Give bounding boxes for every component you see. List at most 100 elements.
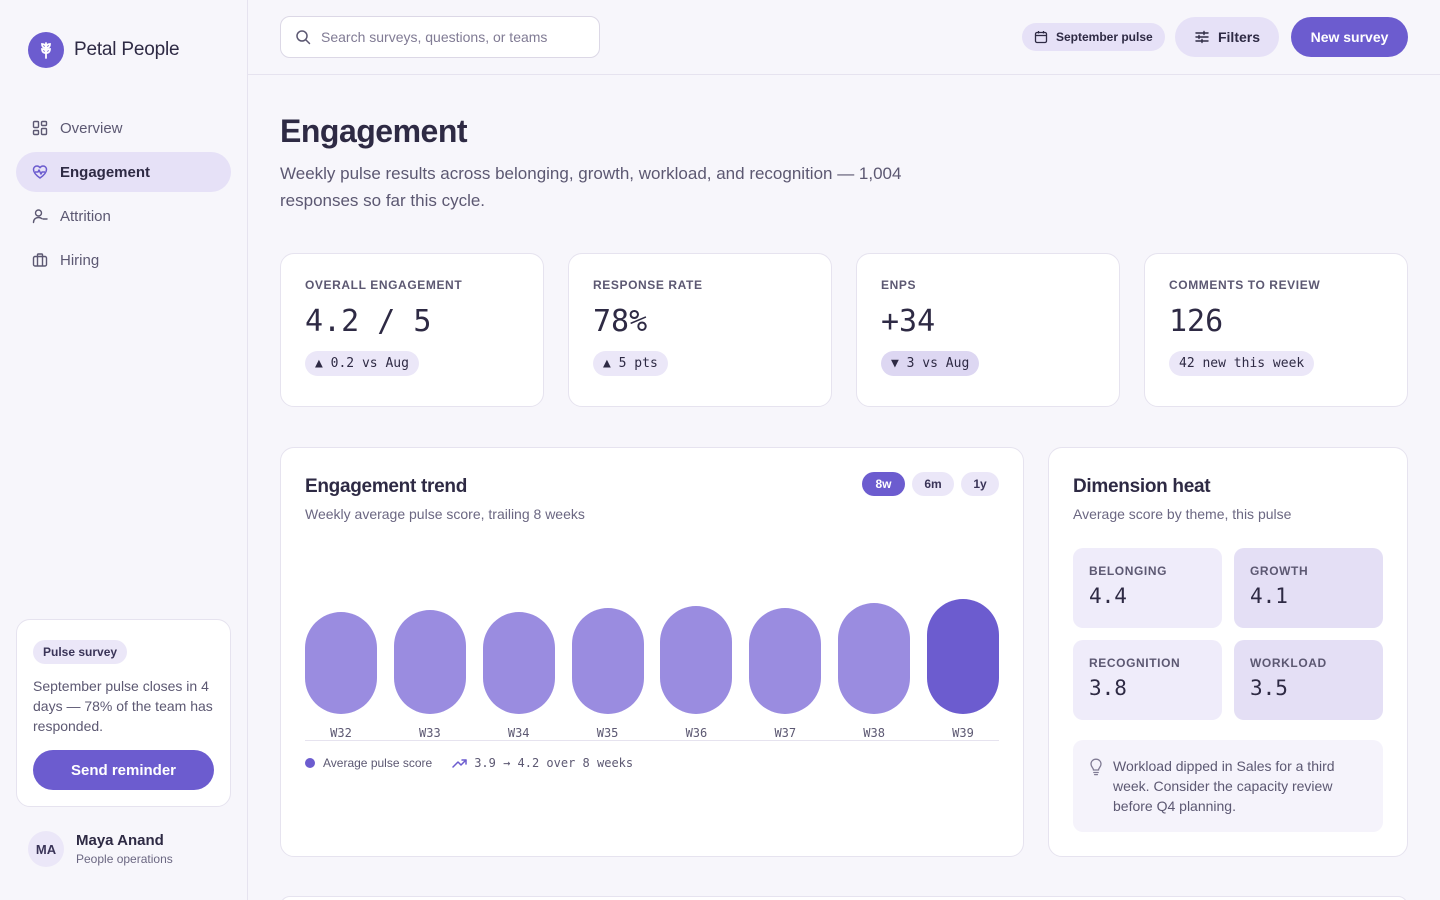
kpi-value: +34 — [881, 304, 936, 339]
brand[interactable]: Petal People — [28, 32, 180, 68]
bar-w36[interactable]: W36 — [660, 578, 733, 740]
topbar: September pulse Filters New survey — [248, 0, 1440, 75]
kpi-card-enps: eNPS +34 ▼ 3 vs Aug — [856, 253, 1120, 407]
pulse-survey-text: September pulse closes in 4 days — 78% o… — [33, 678, 213, 734]
kpi-value: 4.2 / 5 — [305, 304, 432, 339]
heart-pulse-icon — [32, 165, 48, 179]
new-survey-button[interactable]: New survey — [1291, 17, 1408, 57]
period-label: September pulse — [1056, 30, 1153, 44]
bar-w32[interactable]: W32 — [305, 578, 377, 740]
sidebar-nav: Overview Engagement Attrition Hiring — [16, 108, 231, 284]
bar-w39[interactable]: W39 — [927, 578, 999, 740]
kpi-delta: ▲ 0.2 vs Aug — [305, 351, 419, 376]
bar-tick-label: W33 — [419, 726, 441, 740]
heat-label: Belonging — [1089, 564, 1168, 578]
calendar-icon — [1034, 31, 1048, 44]
pulse-survey-tag: Pulse survey — [33, 640, 128, 664]
kpi-card-response-rate: Response rate 78% ▲ 5 pts — [568, 253, 832, 407]
filters-button[interactable]: Filters — [1175, 17, 1279, 57]
sidebar-item-label: Overview — [60, 119, 123, 137]
bar-tick-label: W38 — [863, 726, 885, 740]
search-icon — [296, 30, 311, 45]
insight-text: Workload dipped in Sales for a third wee… — [1113, 758, 1335, 814]
bar-fill — [571, 607, 644, 714]
briefcase-icon — [32, 253, 48, 267]
chart-legend: Average pulse score 3.9 → 4.2 over 8 wee… — [305, 756, 633, 770]
range-6m-button[interactable]: 6m — [912, 472, 954, 496]
heat-label: Workload — [1250, 656, 1327, 670]
kpi-label: Response rate — [593, 278, 703, 292]
bar-fill — [660, 605, 733, 714]
bar-w37[interactable]: W37 — [749, 578, 822, 740]
trend-title: Engagement trend — [305, 476, 467, 497]
kpi-value: 126 — [1169, 304, 1224, 339]
bar-tick-label: W37 — [774, 726, 797, 740]
bar-fill — [927, 598, 999, 714]
user-minus-icon — [32, 209, 48, 224]
sidebar-item-overview[interactable]: Overview — [16, 108, 231, 148]
sidebar: Petal People Overview Engagement Attriti… — [0, 0, 248, 900]
range-1y-button[interactable]: 1y — [961, 472, 999, 496]
chart-baseline — [305, 740, 999, 741]
heat-title: Dimension heat — [1073, 476, 1211, 497]
heat-label: Growth — [1250, 564, 1309, 578]
kpi-delta: 42 new this week — [1169, 351, 1315, 376]
period-selector[interactable]: September pulse — [1022, 23, 1165, 51]
sidebar-item-attrition[interactable]: Attrition — [16, 196, 231, 236]
legend-swatch — [305, 758, 315, 768]
range-8w-button[interactable]: 8w — [862, 472, 905, 496]
trend-summary-text: 3.9 → 4.2 over 8 weeks — [474, 756, 634, 770]
send-reminder-button[interactable]: Send reminder — [33, 750, 214, 790]
heat-value: 3.5 — [1250, 676, 1288, 700]
heat-cell-growth[interactable]: Growth 4.1 — [1234, 548, 1383, 628]
filters-label: Filters — [1217, 29, 1260, 45]
sidebar-item-label: Engagement — [60, 163, 151, 181]
sidebar-item-label: Hiring — [60, 251, 100, 269]
bar-tick-label: W36 — [685, 726, 708, 740]
bar-w38[interactable]: W38 — [838, 578, 911, 740]
kpi-card-comments: Comments to review 126 42 new this week — [1144, 253, 1408, 407]
heat-cell-belonging[interactable]: Belonging 4.4 — [1073, 548, 1222, 628]
page-title: Engagement — [280, 113, 468, 149]
heat-subtitle: Average score by theme, this pulse — [1073, 506, 1292, 522]
kpi-value: 78% — [593, 304, 648, 339]
insight-note: Workload dipped in Sales for a third wee… — [1073, 740, 1383, 832]
pulse-survey-card: Pulse survey September pulse closes in 4… — [16, 619, 231, 807]
sidebar-item-engagement[interactable]: Engagement — [16, 152, 231, 192]
petal-logo-icon — [28, 32, 64, 68]
bar-w33[interactable]: W33 — [393, 578, 466, 740]
sidebar-item-hiring[interactable]: Hiring — [16, 240, 231, 280]
kpi-label: Overall engagement — [305, 278, 463, 292]
heat-value: 4.1 — [1250, 584, 1288, 608]
bar-fill — [749, 607, 822, 714]
engagement-trend-panel: Engagement trend Weekly average pulse sc… — [280, 447, 1024, 857]
kpi-delta: ▲ 5 pts — [593, 351, 668, 376]
page-subtitle: Weekly pulse results across belonging, g… — [280, 164, 902, 210]
search-input[interactable] — [321, 29, 581, 45]
bar-tick-label: W32 — [330, 726, 352, 740]
dimension-heat-panel: Dimension heat Average score by theme, t… — [1048, 447, 1408, 857]
bar-w35[interactable]: W35 — [571, 578, 644, 740]
search-box[interactable] — [280, 16, 600, 58]
heat-cell-recognition[interactable]: Recognition 3.8 — [1073, 640, 1222, 720]
user-role: People operations — [76, 852, 173, 866]
bar-w34[interactable]: W34 — [482, 578, 555, 740]
sliders-icon — [1195, 30, 1209, 44]
avatar: MA — [28, 831, 64, 867]
bar-fill — [305, 612, 377, 714]
kpi-card-overall-engagement: Overall engagement 4.2 / 5 ▲ 0.2 vs Aug — [280, 253, 544, 407]
bar-tick-label: W39 — [952, 726, 974, 740]
bar-fill — [393, 610, 466, 714]
kpi-label: Comments to review — [1169, 278, 1321, 292]
heat-label: Recognition — [1089, 656, 1181, 670]
legend-label: Average pulse score — [323, 756, 433, 770]
heat-value: 3.8 — [1089, 676, 1127, 700]
trending-up-icon — [452, 759, 467, 768]
trend-subtitle: Weekly average pulse score, trailing 8 w… — [305, 506, 585, 522]
kpi-delta: ▼ 3 vs Aug — [881, 351, 980, 376]
user-profile[interactable]: MA Maya Anand People operations — [28, 831, 173, 867]
user-name: Maya Anand — [76, 832, 164, 849]
heat-cell-workload[interactable]: Workload 3.5 — [1234, 640, 1383, 720]
kpi-label: eNPS — [881, 278, 917, 292]
sidebar-item-label: Attrition — [60, 207, 111, 225]
